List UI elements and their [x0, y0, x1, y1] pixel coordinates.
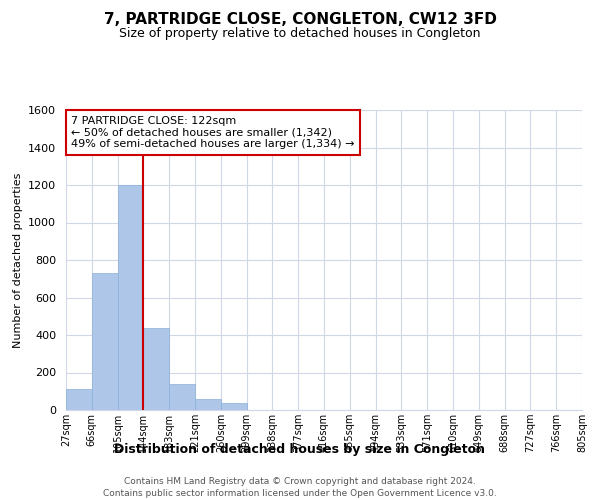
Y-axis label: Number of detached properties: Number of detached properties	[13, 172, 23, 348]
Text: Size of property relative to detached houses in Congleton: Size of property relative to detached ho…	[119, 28, 481, 40]
Text: 7, PARTRIDGE CLOSE, CONGLETON, CW12 3FD: 7, PARTRIDGE CLOSE, CONGLETON, CW12 3FD	[104, 12, 496, 28]
Bar	[221, 404, 247, 410]
Bar	[118, 185, 143, 410]
Bar	[143, 328, 169, 410]
Bar	[92, 273, 118, 410]
Text: 7 PARTRIDGE CLOSE: 122sqm
← 50% of detached houses are smaller (1,342)
49% of se: 7 PARTRIDGE CLOSE: 122sqm ← 50% of detac…	[71, 116, 355, 149]
Text: Contains public sector information licensed under the Open Government Licence v3: Contains public sector information licen…	[103, 489, 497, 498]
Bar	[169, 384, 195, 410]
Bar	[66, 390, 92, 410]
Bar	[195, 399, 221, 410]
Text: Distribution of detached houses by size in Congleton: Distribution of detached houses by size …	[115, 442, 485, 456]
Text: Contains HM Land Registry data © Crown copyright and database right 2024.: Contains HM Land Registry data © Crown c…	[124, 478, 476, 486]
